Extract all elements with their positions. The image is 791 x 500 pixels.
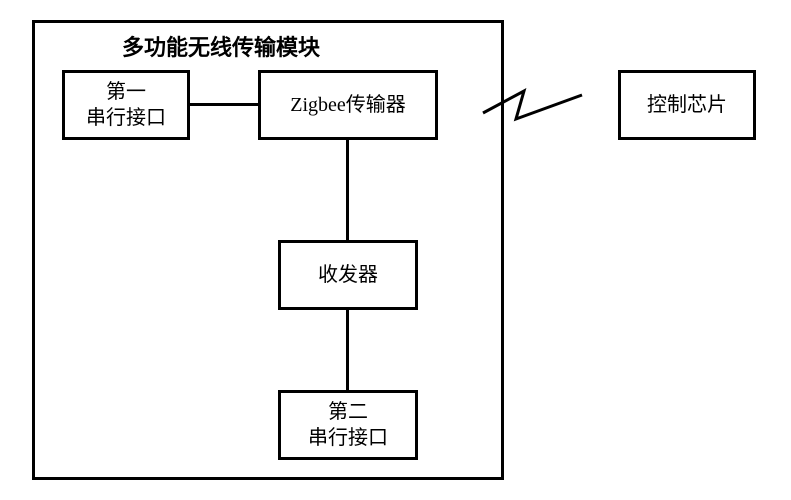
edge-serial1-zigbee: [190, 103, 258, 106]
node-serial2: 第二 串行接口: [278, 390, 418, 460]
edge-zigbee-transceiver: [346, 140, 349, 240]
node-chip-label: 控制芯片: [647, 92, 727, 118]
node-transceiver: 收发器: [278, 240, 418, 310]
node-serial1-label: 第一 串行接口: [86, 79, 166, 131]
node-zigbee-label: Zigbee传输器: [290, 92, 406, 118]
edge-transceiver-serial2: [346, 310, 349, 390]
node-chip: 控制芯片: [618, 70, 756, 140]
module-title: 多功能无线传输模块: [122, 30, 320, 62]
node-zigbee: Zigbee传输器: [258, 70, 438, 140]
wireless-link-icon: [478, 85, 588, 125]
node-serial1: 第一 串行接口: [62, 70, 190, 140]
node-transceiver-label: 收发器: [318, 262, 378, 288]
node-serial2-label: 第二 串行接口: [308, 399, 388, 451]
